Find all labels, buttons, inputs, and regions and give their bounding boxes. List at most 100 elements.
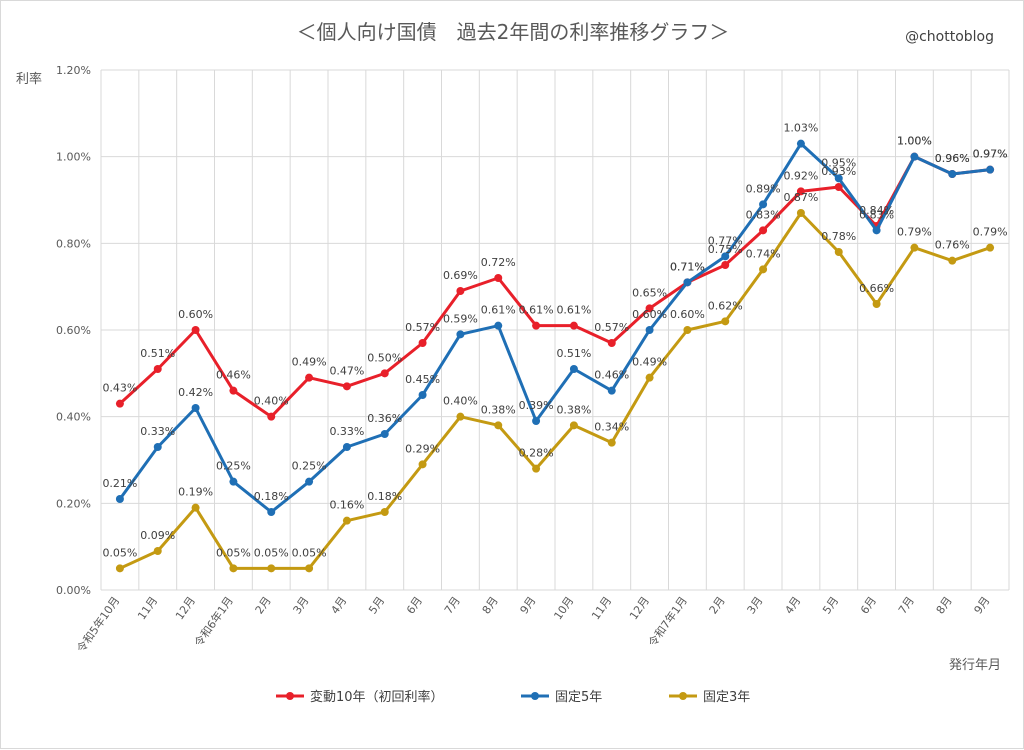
x-tick-label: 3月 bbox=[291, 594, 312, 616]
data-point bbox=[759, 265, 768, 274]
data-point bbox=[645, 326, 654, 334]
data-label: 0.33% bbox=[329, 425, 364, 438]
data-point bbox=[380, 508, 389, 516]
data-point bbox=[910, 243, 919, 252]
data-label: 0.40% bbox=[443, 395, 478, 408]
data-label: 0.36% bbox=[367, 412, 402, 425]
legend-swatch-marker bbox=[286, 692, 294, 700]
data-point bbox=[456, 412, 465, 421]
data-point bbox=[645, 304, 654, 313]
legend-label: 固定3年 bbox=[703, 690, 750, 705]
data-point bbox=[683, 326, 692, 334]
y-tick-label: 0.00% bbox=[56, 584, 91, 597]
y-tick-label: 0.80% bbox=[56, 237, 91, 250]
data-label: 0.18% bbox=[367, 490, 402, 503]
data-label: 0.39% bbox=[519, 399, 554, 412]
y-axis-label: 利率 bbox=[16, 71, 42, 87]
data-label: 0.46% bbox=[594, 369, 629, 382]
data-label: 0.71% bbox=[670, 260, 705, 273]
data-label: 0.60% bbox=[632, 308, 667, 321]
data-label: 0.57% bbox=[405, 321, 440, 334]
x-tick-label: 4月 bbox=[782, 594, 803, 616]
x-tick-label: 9月 bbox=[518, 594, 539, 616]
data-label: 0.38% bbox=[481, 403, 516, 416]
data-point bbox=[229, 386, 238, 395]
data-point bbox=[305, 477, 314, 486]
data-point bbox=[305, 564, 314, 573]
data-label: 0.79% bbox=[973, 226, 1008, 239]
x-tick-label: 12月 bbox=[173, 594, 198, 622]
x-tick-label: 9月 bbox=[972, 594, 993, 616]
series-line bbox=[118, 142, 991, 514]
x-tick-label: 5月 bbox=[366, 594, 387, 616]
data-label: 0.60% bbox=[670, 308, 705, 321]
data-label: 0.09% bbox=[140, 529, 175, 542]
data-point bbox=[721, 252, 730, 261]
data-point bbox=[153, 365, 162, 373]
data-label: 0.75% bbox=[708, 243, 743, 256]
data-point bbox=[796, 209, 805, 217]
data-label: 0.97% bbox=[973, 148, 1008, 161]
data-point bbox=[834, 174, 843, 183]
data-point bbox=[569, 365, 578, 373]
data-label: 0.40% bbox=[254, 395, 289, 408]
x-tick-label: 7月 bbox=[896, 594, 917, 616]
data-point bbox=[759, 200, 768, 209]
data-point bbox=[494, 321, 503, 330]
axis-layer: 0.00% 0.20% 0.40% 0.60% 0.80% 1.00% 1.20% 令和5年1… bbox=[56, 64, 992, 655]
data-point bbox=[759, 226, 768, 235]
data-label: 0.66% bbox=[859, 282, 894, 295]
data-label: 0.97% bbox=[973, 148, 1008, 161]
data-point bbox=[532, 321, 541, 330]
data-point bbox=[872, 300, 881, 308]
data-label: 0.21% bbox=[102, 477, 137, 490]
legend: 変動10年（初回利率） 固定5年 固定3年 bbox=[276, 689, 750, 705]
x-tick-label: 4月 bbox=[328, 594, 349, 616]
data-point bbox=[380, 369, 389, 378]
legend-swatch-marker bbox=[679, 692, 687, 700]
data-label: 0.25% bbox=[216, 460, 251, 473]
y-tick-label: 1.20% bbox=[56, 64, 91, 77]
data-label: 0.84% bbox=[859, 204, 894, 217]
x-tick-label: 2月 bbox=[253, 594, 274, 616]
x-tick-label: 令和6年1月 bbox=[191, 594, 236, 650]
data-point bbox=[607, 339, 616, 347]
data-label: 0.05% bbox=[254, 546, 289, 559]
data-label: 0.93% bbox=[821, 165, 856, 178]
data-label: 0.29% bbox=[405, 442, 440, 455]
data-point bbox=[191, 326, 200, 334]
data-point bbox=[418, 391, 427, 399]
data-point bbox=[456, 330, 465, 339]
x-tick-label: 10月 bbox=[551, 594, 576, 622]
data-label: 0.18% bbox=[254, 490, 289, 503]
data-label: 0.57% bbox=[594, 321, 629, 334]
grid-layer bbox=[100, 69, 1010, 591]
data-point bbox=[229, 477, 238, 486]
legend-label: 変動10年（初回利率） bbox=[310, 689, 444, 705]
x-tick-label: 11月 bbox=[135, 594, 160, 622]
data-label: 0.51% bbox=[556, 347, 591, 360]
data-label: 1.00% bbox=[897, 135, 932, 148]
x-tick-label: 6月 bbox=[858, 594, 879, 616]
data-label: 0.49% bbox=[292, 356, 327, 369]
data-point bbox=[342, 382, 351, 391]
data-point bbox=[115, 564, 124, 573]
data-point bbox=[305, 373, 314, 382]
data-label: 0.46% bbox=[216, 369, 251, 382]
data-label: 0.65% bbox=[632, 286, 667, 299]
data-label: 0.49% bbox=[632, 356, 667, 369]
data-label: 0.05% bbox=[216, 546, 251, 559]
x-tick-label: 7月 bbox=[442, 594, 463, 616]
data-label: 0.25% bbox=[292, 460, 327, 473]
data-point bbox=[494, 421, 503, 430]
x-tick-label: 令和7年1月 bbox=[645, 594, 690, 650]
data-point bbox=[342, 516, 351, 525]
data-point bbox=[267, 412, 276, 421]
y-tick-label: 0.20% bbox=[56, 497, 91, 510]
data-label: 0.77% bbox=[708, 234, 743, 247]
data-point bbox=[153, 443, 162, 451]
credit-text: @chottoblog bbox=[905, 29, 994, 45]
data-point bbox=[721, 317, 730, 326]
data-label: 0.47% bbox=[329, 364, 364, 377]
